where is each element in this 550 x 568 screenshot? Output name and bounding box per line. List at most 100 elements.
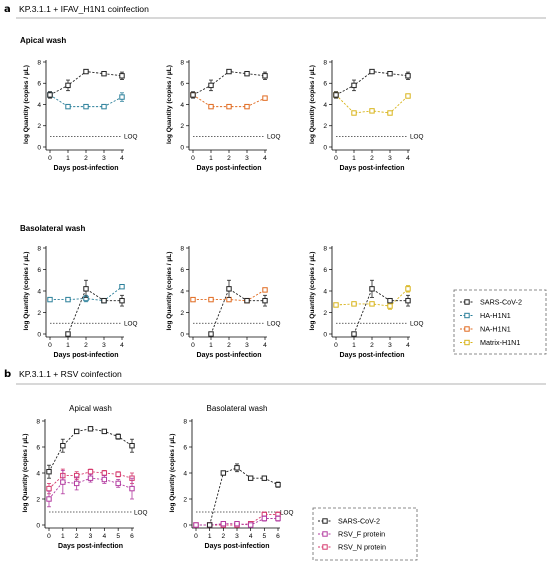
x-tick-label: 2 [75, 533, 79, 540]
y-tick-label: 2 [323, 310, 327, 317]
legend-marker [322, 518, 328, 524]
y-tick-label: 8 [180, 245, 184, 252]
data-point [119, 94, 125, 100]
legend-label: RSV_N protein [338, 543, 386, 552]
x-axis-label: Days post-infection [58, 543, 123, 550]
x-tick-label: 4 [249, 533, 253, 540]
x-tick-label: 5 [262, 533, 266, 540]
data-point [351, 331, 357, 337]
data-point [351, 110, 357, 116]
data-point [129, 443, 135, 449]
data-point [247, 475, 254, 481]
series-sars-cov-2 [351, 279, 411, 337]
data-point [65, 296, 71, 303]
data-point [369, 108, 375, 114]
data-point [387, 297, 393, 304]
x-axis-label: Days post-infection [54, 165, 119, 172]
x-tick-label: 0 [334, 155, 338, 162]
legend-item: HA-H1N1 [460, 311, 511, 320]
x-tick-label: 4 [406, 155, 410, 162]
legend-item: Matrix-H1N1 [460, 338, 520, 347]
data-point [46, 469, 52, 475]
chart-title: Basolateral wash [207, 404, 268, 413]
x-tick-label: 2 [227, 342, 231, 349]
y-tick-label: 4 [180, 102, 184, 109]
data-point [101, 428, 108, 435]
x-tick-label: 1 [209, 342, 213, 349]
data-point [226, 68, 232, 75]
data-point [47, 92, 53, 98]
data-point [333, 92, 339, 98]
data-point [46, 496, 52, 502]
data-point [351, 301, 357, 307]
x-tick-label: 1 [66, 155, 70, 162]
loq-label: LOQ [280, 509, 294, 516]
y-tick-label: 0 [37, 144, 41, 151]
loq-label: LOQ [124, 134, 138, 141]
x-tick-label: 3 [102, 342, 106, 349]
loq-label: LOQ [267, 134, 281, 141]
data-point [101, 70, 107, 77]
data-point [101, 476, 108, 483]
y-axis-label: log Quantity (copies / µL) [166, 252, 173, 331]
series-line [209, 467, 279, 526]
x-tick-label: 0 [191, 155, 195, 162]
data-point [129, 485, 135, 492]
x-tick-label: 6 [276, 533, 280, 540]
y-tick-label: 2 [323, 123, 327, 130]
series-line [192, 71, 266, 96]
data-point [83, 103, 89, 110]
basolateral-wash-heading: Basolateral wash [20, 224, 85, 233]
x-tick-label: 3 [245, 342, 249, 349]
y-tick-label: 2 [180, 310, 184, 317]
y-tick-label: 6 [323, 267, 327, 274]
x-tick-label: 2 [227, 155, 231, 162]
x-axis-label: Days post-infection [205, 543, 270, 550]
legend-item: SARS-CoV-2 [318, 517, 380, 526]
data-point [262, 73, 268, 79]
data-point [262, 297, 268, 304]
data-point [208, 331, 214, 337]
series-rsv-f-protein [193, 515, 281, 528]
data-point [65, 82, 71, 89]
data-point [115, 471, 121, 478]
series-sars-cov-2 [333, 68, 411, 99]
legend-marker [464, 326, 470, 332]
data-point [65, 331, 71, 337]
y-tick-label: 8 [323, 245, 327, 252]
data-point [405, 286, 411, 292]
chart-7: Apical wash 0 2 4 6 8 0 1 2 3 4 5 6 Days post-infecti… [22, 404, 148, 550]
data-point [387, 70, 393, 77]
x-tick-label: 2 [370, 342, 374, 349]
y-axis-label: log Quantity (copies / µL) [169, 434, 176, 513]
data-point [244, 70, 250, 77]
data-point [73, 480, 80, 487]
y-tick-label: 6 [180, 267, 184, 274]
x-tick-label: 5 [116, 533, 120, 540]
loq-label: LOQ [134, 509, 148, 516]
y-tick-label: 6 [323, 81, 327, 88]
y-tick-label: 0 [323, 144, 327, 151]
x-axis-label: Days post-infection [340, 352, 405, 359]
y-tick-label: 8 [180, 59, 184, 66]
series-sars-cov-2 [208, 279, 268, 337]
series-sars-cov-2 [65, 279, 125, 337]
data-point [60, 443, 66, 449]
x-tick-label: 1 [61, 533, 65, 540]
data-point [119, 284, 125, 290]
legend-label: SARS-CoV-2 [338, 517, 380, 526]
y-tick-label: 6 [37, 81, 41, 88]
series-matrix-h1n1 [333, 91, 411, 116]
data-point [234, 521, 240, 527]
x-tick-label: 4 [120, 342, 124, 349]
x-tick-label: 4 [120, 155, 124, 162]
x-tick-label: 0 [48, 155, 52, 162]
series-line [335, 71, 409, 96]
x-tick-label: 3 [89, 533, 93, 540]
y-tick-label: 4 [36, 470, 40, 477]
series-line [210, 288, 265, 335]
data-point [60, 479, 66, 485]
